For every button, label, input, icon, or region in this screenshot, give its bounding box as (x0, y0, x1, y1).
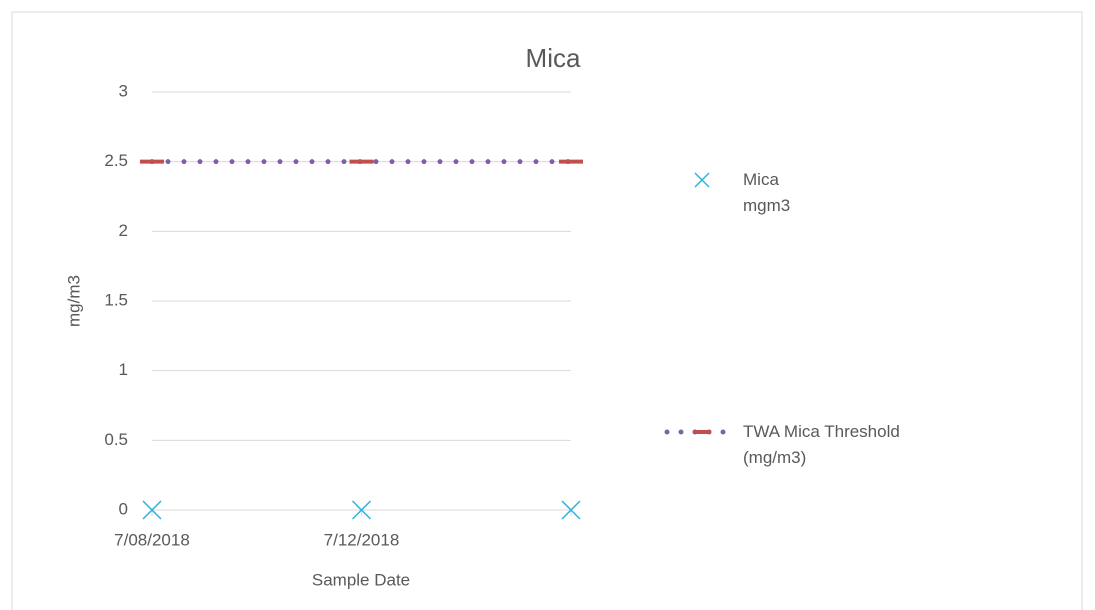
marker (351, 500, 372, 520)
y-tick-label: 0 (119, 499, 128, 518)
x-tick-label: 7/12/2018 (324, 530, 400, 549)
chart-frame (11, 11, 1083, 610)
chart-title: Mica (526, 43, 581, 73)
y-tick-label: 1 (119, 360, 128, 379)
y-tick-label: 3 (119, 81, 128, 100)
legend-entry: TWA Mica Threshold (mg/m3) (743, 422, 900, 467)
y-tick-label: 2 (119, 221, 128, 240)
y-tick-label: 1.5 (104, 290, 128, 309)
legend-symbol (694, 172, 710, 188)
x-axis-label: Sample Date (312, 570, 410, 589)
y-axis-label: mg/m3 (64, 275, 83, 327)
legend-entry: Mica mgm3 (743, 170, 791, 215)
marker (142, 500, 162, 520)
marker (561, 500, 581, 520)
y-tick-label: 0.5 (104, 430, 128, 449)
x-tick-label: 7/08/2018 (114, 530, 190, 549)
y-tick-label: 2.5 (104, 151, 128, 170)
